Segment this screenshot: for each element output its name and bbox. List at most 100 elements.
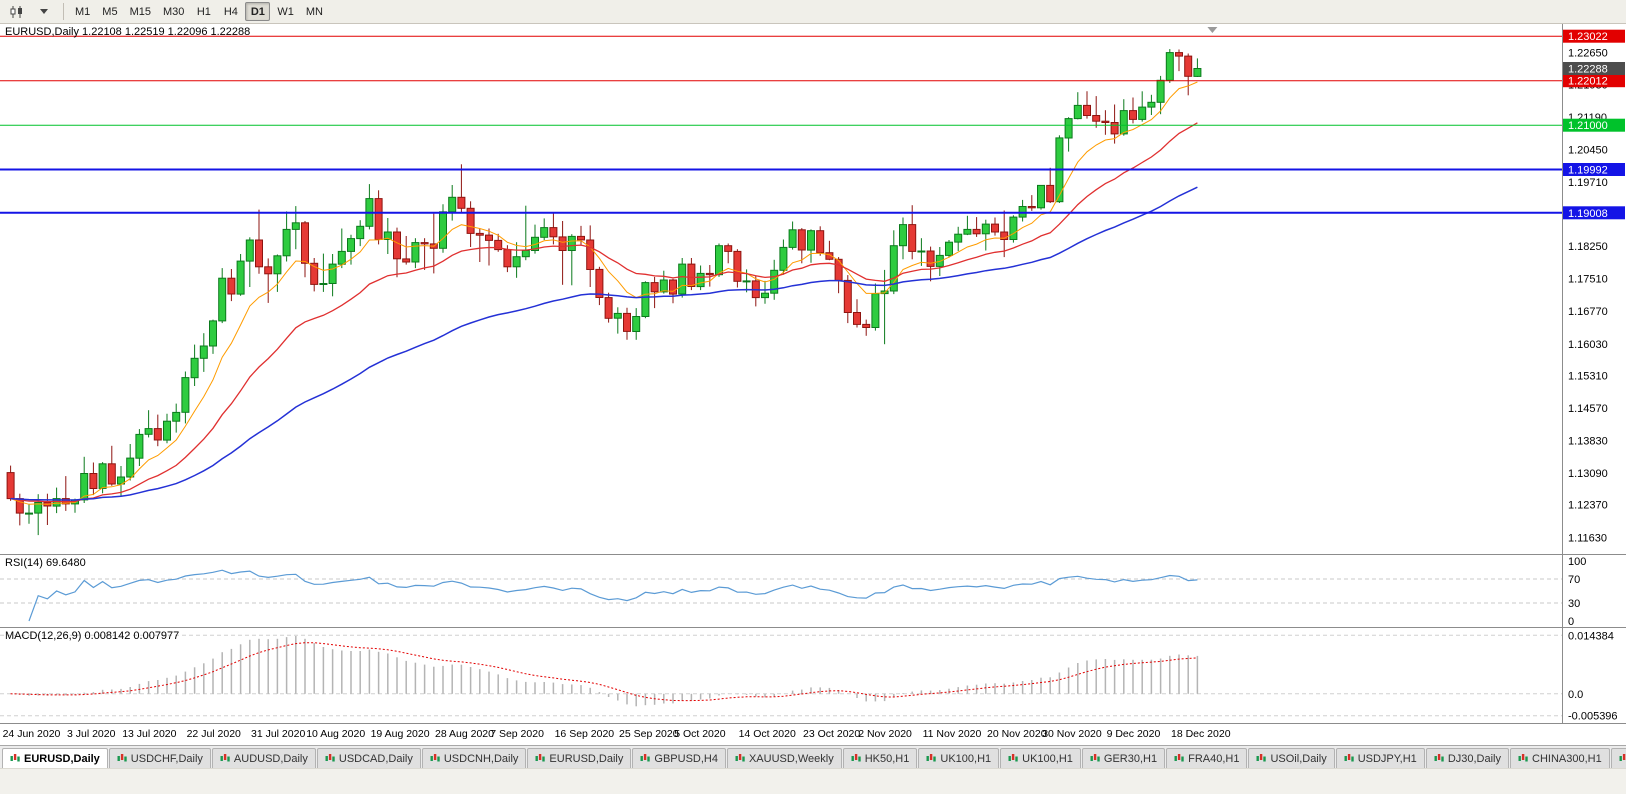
timeframe-button-mn[interactable]: MN — [301, 2, 328, 21]
rsi-scale-label: 0 — [1568, 616, 1574, 627]
price-chart-canvas[interactable]: 1.226501.219301.211901.204501.197101.189… — [0, 24, 1626, 554]
candlestick-chart-icon — [10, 5, 22, 18]
chart-shift-marker[interactable] — [1207, 27, 1218, 33]
candlestick-chart-icon[interactable] — [4, 2, 30, 21]
timeframe-button-m5[interactable]: M5 — [97, 2, 122, 21]
chart-tab-label: AUDUSD,Daily — [233, 752, 308, 765]
chart-tab-fra40-h1[interactable]: FRA40,H1 — [1166, 748, 1248, 768]
timeframe-button-h1[interactable]: H1 — [191, 2, 216, 21]
candle-body — [153, 428, 162, 441]
candle-body — [34, 502, 43, 514]
candle-body — [199, 345, 208, 359]
candle-body — [963, 228, 972, 235]
rsi-scale-label: 30 — [1568, 598, 1580, 610]
candle-body — [540, 227, 549, 238]
chart-tab-eurusd-daily[interactable]: EURUSD,Daily — [527, 748, 632, 768]
price-badge-label: 1.19008 — [1568, 208, 1608, 220]
chart-icon — [1174, 753, 1184, 764]
macd-canvas[interactable]: 0.014384 0.0 -0.005396 — [0, 628, 1626, 723]
candle-body — [779, 246, 788, 271]
chart-icon — [1434, 753, 1444, 764]
candle-body — [531, 236, 539, 252]
price-tick-label: 1.18250 — [1568, 241, 1608, 253]
timeframe-button-d1[interactable]: D1 — [245, 2, 271, 21]
chart-tab-label: USDCHF,Daily — [130, 752, 203, 765]
candle-body — [899, 224, 907, 247]
chart-icon — [926, 753, 937, 764]
date-label: 10 Aug 2020 — [306, 728, 366, 740]
rsi-pane[interactable]: 100 70 30 0 RSI(14) 69.6480 — [0, 554, 1626, 627]
candle-body — [843, 279, 852, 313]
candle-body — [328, 263, 337, 285]
chart-tab-dj30-daily[interactable]: DJ30,Daily — [1425, 748, 1509, 768]
candle-body — [687, 263, 696, 288]
candle-body — [420, 242, 429, 245]
candle-body — [374, 198, 383, 241]
chart-tab-eurusd-daily[interactable]: EURUSD,Daily — [2, 748, 108, 768]
candle-body — [669, 279, 677, 295]
candle-body — [126, 457, 135, 478]
chart-tab-usdchf-daily[interactable]: USDCHF,Daily — [108, 748, 211, 768]
candle-body — [218, 277, 227, 322]
chart-tab-us[interactable]: US — [1610, 748, 1626, 768]
chart-tab-gbpusd-h4[interactable]: GBPUSD,H4 — [632, 748, 726, 768]
chart-tab-usdjpy-h1[interactable]: USDJPY,H1 — [1335, 748, 1425, 768]
chart-tab-label: DJ30,Daily — [1447, 752, 1501, 765]
chart-tab-usdcnh-daily[interactable]: USDCNH,Daily — [421, 748, 527, 768]
candle-body — [1119, 110, 1128, 135]
status-bar — [0, 768, 1626, 794]
chart-icon — [1008, 753, 1018, 764]
candle-body — [347, 238, 355, 252]
date-label: 23 Oct 2020 — [803, 728, 861, 740]
candle-body — [696, 272, 705, 288]
candle-body — [770, 269, 779, 294]
timeframe-button-m30[interactable]: M30 — [158, 2, 189, 21]
candle-body — [1138, 106, 1147, 120]
time-axis[interactable]: 24 Jun 2020 3 Jul 2020 13 Jul 2020 22 Jul 2… — [0, 723, 1626, 745]
price-badge-label: 1.22288 — [1568, 64, 1608, 76]
chart-tab-label: USDCNH,Daily — [443, 752, 519, 765]
candles-layer — [6, 49, 1202, 536]
chart-icon — [1256, 753, 1267, 764]
macd-pane[interactable]: 0.014384 0.0 -0.005396 MACD(12,26,9) 0.008… — [0, 627, 1626, 723]
rsi-line — [28, 569, 1198, 622]
macd-scale-label: 0.0 — [1568, 689, 1583, 701]
price-tick-label: 1.11630 — [1568, 532, 1607, 544]
candle-body — [227, 277, 236, 295]
timeframe-button-w1[interactable]: W1 — [272, 2, 299, 21]
candle-body — [1110, 122, 1119, 135]
price-tick-label: 1.13830 — [1568, 436, 1608, 448]
chart-tab-uk100-h1[interactable]: UK100,H1 — [1000, 748, 1081, 768]
rsi-canvas[interactable]: 100 70 30 0 — [0, 555, 1626, 627]
timeframe-button-h4[interactable]: H4 — [218, 2, 243, 21]
candle-body — [402, 258, 411, 263]
price-pane[interactable]: 1.226501.219301.211901.204501.197101.189… — [0, 24, 1626, 554]
chart-tab-china300-h1[interactable]: CHINA300,H1 — [1510, 748, 1610, 768]
date-label: 25 Sep 2020 — [619, 728, 679, 740]
chart-tab-label: USDCAD,Daily — [338, 752, 413, 765]
chart-tab-uk100-h1[interactable]: UK100,H1 — [918, 748, 1000, 768]
chart-type-dropdown[interactable] — [32, 2, 57, 21]
chart-icon — [430, 753, 440, 764]
chart-tab-hk50-h1[interactable]: HK50,H1 — [842, 748, 918, 768]
ma-slow-line — [10, 186, 1198, 501]
chart-tab-usoil-daily[interactable]: USOil,Daily — [1248, 748, 1335, 768]
chart-tab-ger30-h1[interactable]: GER30,H1 — [1081, 748, 1166, 768]
price-badge-label: 1.19992 — [1568, 165, 1608, 177]
candle-body — [724, 245, 733, 252]
chart-icon — [735, 753, 745, 764]
chart-tab-xauusd-weekly[interactable]: XAUUSD,Weekly — [726, 748, 842, 768]
chart-tab-label: HK50,H1 — [864, 752, 910, 765]
timeframe-button-m1[interactable]: M1 — [70, 2, 95, 21]
macd-scale-label: -0.005396 — [1568, 711, 1618, 723]
chart-icon — [10, 753, 20, 764]
candle-body — [80, 473, 89, 501]
date-label: 2 Nov 2020 — [858, 728, 912, 740]
macd-signal-line — [10, 642, 1198, 702]
macd-histogram — [19, 636, 1199, 707]
candle-body — [6, 472, 15, 500]
timeframe-button-m15[interactable]: M15 — [125, 2, 156, 21]
chart-tab-audusd-daily[interactable]: AUDUSD,Daily — [211, 748, 316, 768]
chart-tab-usdcad-daily[interactable]: USDCAD,Daily — [316, 748, 421, 768]
